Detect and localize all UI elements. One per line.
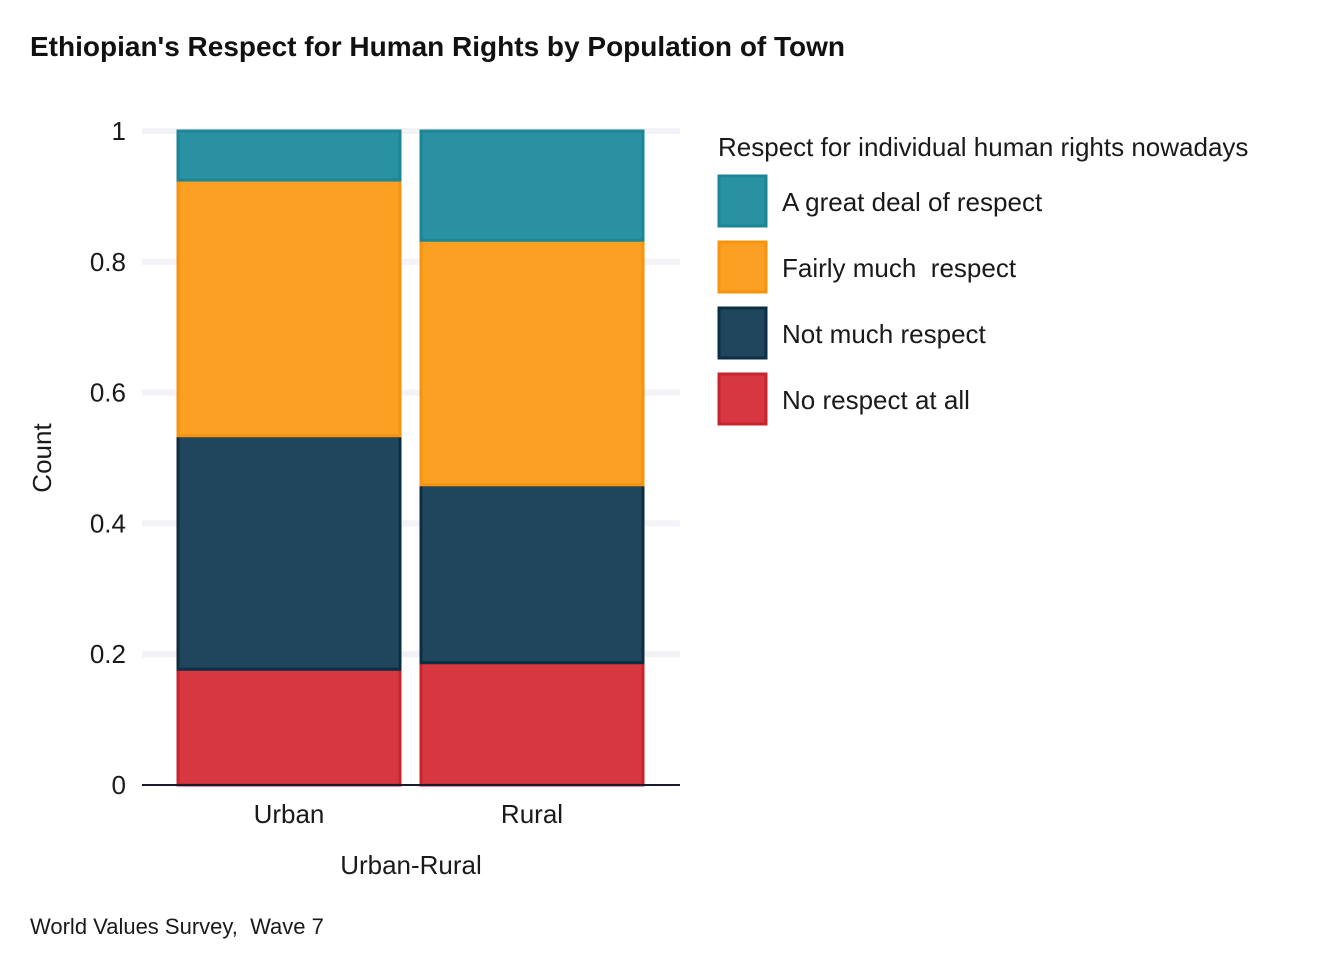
y-tick-label: 0 [112,770,126,800]
bars [176,129,645,787]
y-tick-label: 0.2 [90,639,126,669]
chart-title: Ethiopian's Respect for Human Rights by … [30,31,845,62]
y-tick-label: 0.4 [90,508,126,538]
legend-label: A great deal of respect [782,187,1043,217]
y-tick-label: 0.6 [90,378,126,408]
bar-segment [176,434,402,671]
x-tick-label: Urban [254,799,325,829]
legend-label: No respect at all [782,385,970,415]
y-tick-label: 1 [112,116,126,146]
bar-segment [176,667,402,787]
legend-swatch [717,306,768,360]
bar-segment [419,661,645,787]
x-tick-label: Rural [501,799,563,829]
legend-label: Fairly much respect [782,253,1017,283]
y-axis-label: Count [27,423,57,493]
legend-swatch [717,372,768,426]
legend-title: Respect for individual human rights nowa… [718,132,1248,162]
x-axis-label: Urban-Rural [340,850,482,880]
caption: World Values Survey, Wave 7 [30,914,324,939]
legend-label: Not much respect [782,319,987,349]
bar-segment [419,129,645,242]
bar-segment [176,178,402,438]
bar-segment [419,238,645,487]
legend-swatch [717,240,768,294]
legend: Respect for individual human rights nowa… [717,132,1248,426]
legend-swatch [717,174,768,228]
x-axis-ticks: Urban Rural [254,799,563,829]
y-axis-ticks: 0 0.2 0.4 0.6 0.8 1 [90,116,126,800]
y-tick-label: 0.8 [90,247,126,277]
bar-segment [176,129,402,182]
bar-segment [419,483,645,665]
